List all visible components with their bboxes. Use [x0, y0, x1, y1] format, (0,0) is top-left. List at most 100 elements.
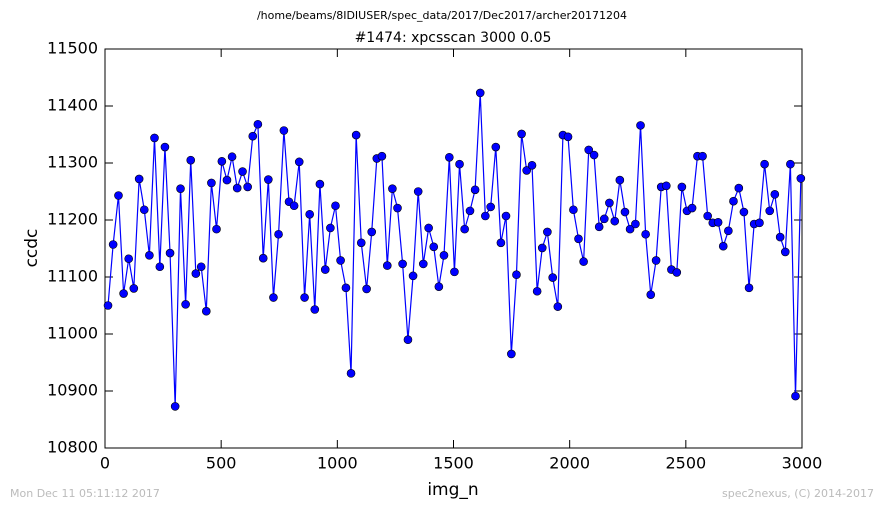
data-point — [294, 157, 304, 167]
data-point — [253, 119, 263, 129]
data-point — [191, 269, 201, 278]
data-point — [470, 185, 480, 195]
data-point — [315, 179, 325, 189]
y-tick-label: 11500 — [47, 39, 98, 58]
data-point — [201, 306, 211, 316]
data-point — [615, 175, 625, 185]
data-point — [724, 226, 733, 236]
data-point — [796, 174, 806, 183]
data-point — [507, 349, 516, 359]
x-axis-label: img_n — [427, 480, 478, 500]
data-point — [553, 302, 563, 311]
data-point — [445, 153, 454, 162]
data-point — [605, 198, 614, 208]
data-point — [367, 227, 377, 237]
data-point — [501, 211, 511, 221]
y-tick-label: 10800 — [47, 438, 98, 457]
data-point — [274, 229, 283, 239]
data-point — [631, 219, 640, 229]
data-point — [636, 121, 645, 130]
x-tick-label: 1500 — [433, 454, 474, 473]
data-point — [594, 222, 604, 232]
data-point — [537, 243, 547, 253]
data-point — [408, 271, 418, 281]
data-point — [196, 262, 206, 272]
data-point — [356, 238, 366, 248]
data-point — [212, 224, 221, 234]
y-tick-label: 11400 — [47, 96, 98, 115]
data-point — [382, 261, 392, 270]
data-point — [786, 159, 795, 169]
data-point — [512, 270, 521, 280]
data-point — [641, 229, 650, 239]
data-point — [139, 205, 149, 215]
x-tick-label: 500 — [206, 454, 237, 473]
data-point — [222, 175, 232, 185]
data-point — [165, 248, 175, 258]
data-point — [574, 234, 583, 244]
data-point — [227, 152, 237, 162]
data-point — [232, 183, 242, 193]
data-point — [418, 259, 428, 269]
data-point — [522, 166, 531, 175]
data-point — [269, 293, 278, 302]
data-point — [155, 262, 165, 272]
x-tick-label: 2500 — [665, 454, 706, 473]
data-point — [170, 402, 180, 411]
data-point — [248, 131, 258, 141]
y-tick-label: 10900 — [47, 381, 98, 400]
data-point — [243, 182, 252, 192]
data-point — [310, 305, 320, 314]
data-point — [362, 284, 371, 294]
data-point — [455, 159, 464, 169]
data-point — [160, 142, 170, 152]
data-point — [527, 160, 537, 170]
x-tick-label: 0 — [100, 454, 110, 473]
data-point — [460, 224, 469, 234]
data-point — [734, 183, 744, 193]
data-point — [687, 203, 697, 213]
data-point — [584, 145, 594, 155]
data-point — [563, 132, 573, 142]
data-point — [320, 265, 330, 274]
data-point — [465, 206, 475, 216]
data-point — [114, 191, 123, 200]
data-point — [517, 129, 526, 139]
data-point — [569, 205, 578, 215]
data-point — [677, 182, 687, 192]
data-point — [475, 88, 485, 98]
data-point — [646, 290, 656, 299]
data-point — [625, 224, 635, 234]
data-point — [398, 259, 407, 269]
data-point — [651, 256, 661, 265]
data-point — [207, 178, 216, 188]
data-point — [543, 227, 552, 237]
y-axis-label: ccdc — [22, 229, 42, 268]
data-point — [775, 232, 785, 242]
data-point — [424, 223, 433, 233]
y-tick-label: 11200 — [47, 210, 98, 229]
data-point — [300, 293, 309, 302]
data-point — [429, 242, 439, 252]
footer-right: spec2nexus, (C) 2014-2017 — [722, 487, 874, 500]
data-point — [186, 155, 196, 165]
data-point — [264, 175, 273, 184]
data-point — [289, 201, 299, 211]
chart-subtitle: #1474: xpcsscan 3000 0.05 — [355, 30, 552, 46]
data-point — [579, 257, 588, 266]
data-point — [238, 167, 247, 176]
data-point — [103, 301, 113, 310]
footer-left: Mon Dec 11 05:11:12 2017 — [10, 487, 160, 500]
chart-title: /home/beams/8IDIUSER/spec_data/2017/Dec2… — [257, 9, 627, 22]
data-point — [610, 216, 620, 226]
data-point — [718, 241, 728, 251]
data-point — [672, 268, 682, 277]
x-tick-label: 2000 — [549, 454, 590, 473]
data-point — [548, 273, 558, 282]
data-point — [124, 254, 133, 264]
data-point — [698, 151, 707, 161]
data-point — [351, 130, 361, 140]
data-point — [770, 190, 780, 199]
data-point — [434, 282, 444, 291]
